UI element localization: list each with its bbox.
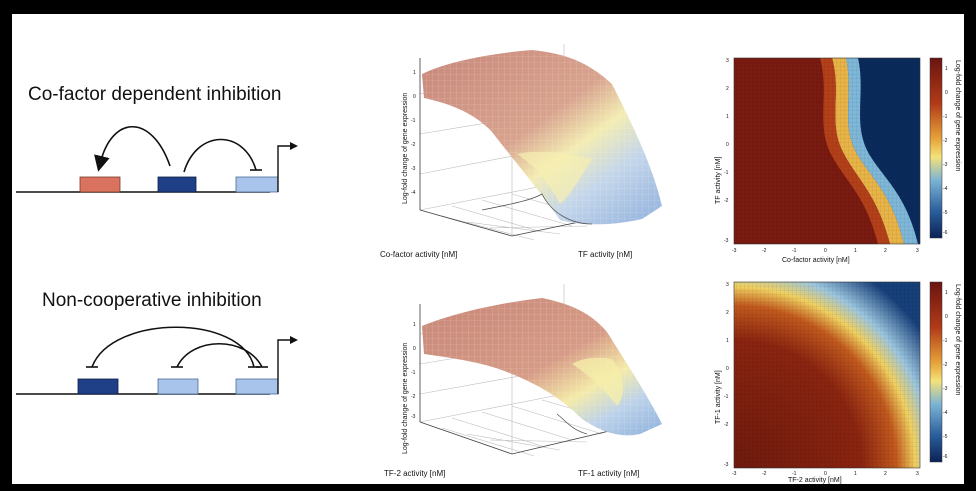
heatmap-bottom-ylabel: TF-1 activity [nM] <box>715 370 722 424</box>
inhibition-arc-inner <box>176 342 263 368</box>
surface-bottom-ylabel: TF-1 activity [nM] <box>578 469 639 478</box>
inhibition-arc <box>183 138 257 173</box>
slide: Co-factor dependent inhibition Non-coope… <box>12 14 964 484</box>
heatmap-top-ylabel: TF activity [nM] <box>715 156 722 204</box>
svg-text:-3: -3 <box>724 462 729 468</box>
svg-text:1: 1 <box>945 290 948 296</box>
svg-text:2: 2 <box>884 471 887 477</box>
promoter-arrow-icon <box>277 145 292 192</box>
svg-text:1: 1 <box>945 66 948 72</box>
svg-text:-2: -2 <box>411 142 416 148</box>
svg-text:-3: -3 <box>732 471 737 477</box>
svg-text:3: 3 <box>916 471 919 477</box>
svg-text:-1: -1 <box>411 370 416 376</box>
svg-text:-1: -1 <box>724 170 729 176</box>
svg-text:3: 3 <box>916 248 919 254</box>
tf1-gene-box <box>157 378 199 395</box>
svg-text:-2: -2 <box>943 138 948 144</box>
heatmap-top: 3 2 1 0 -1 -2 -3 -3 -2 -1 0 1 2 3 TF activity [nM] C… <box>715 57 961 264</box>
svg-text:-3: -3 <box>943 162 948 168</box>
figure-canvas: 1 0 -1 -2 -3 -4 Log-fold change of gene expre… <box>16 44 961 484</box>
heatmap-bottom: 3 2 1 0 -1 -2 -3 -3 -2 -1 0 1 2 3 TF-1 activity [nM]… <box>715 281 961 484</box>
diagram-cofactor <box>16 126 298 193</box>
surface-top-xlabel: Co-factor activity [nM] <box>380 250 457 259</box>
svg-text:-2: -2 <box>943 362 948 368</box>
surface-bottom-zlabel: Log-fold change of gene expression <box>402 343 409 454</box>
svg-text:0: 0 <box>945 314 948 320</box>
svg-text:-4: -4 <box>943 410 948 416</box>
svg-text:1: 1 <box>726 114 729 120</box>
inhibition-arc-outer <box>91 326 255 368</box>
svg-text:0: 0 <box>824 248 827 254</box>
svg-text:-4: -4 <box>943 186 948 192</box>
diagram-noncooperative <box>16 326 298 395</box>
svg-text:0: 0 <box>413 346 416 352</box>
surface-plot-bottom: 1 0 -1 -2 -3 Log-fold change of gene express… <box>384 284 662 478</box>
svg-text:-3: -3 <box>732 248 737 254</box>
svg-text:-5: -5 <box>943 210 948 216</box>
svg-text:-1: -1 <box>943 338 948 344</box>
svg-text:1: 1 <box>854 471 857 477</box>
svg-text:-2: -2 <box>762 471 767 477</box>
svg-text:0: 0 <box>945 90 948 96</box>
activation-arrow <box>94 126 171 172</box>
svg-text:-3: -3 <box>411 414 416 420</box>
heatmap-top-xlabel: Co-factor activity [nM] <box>782 257 850 264</box>
svg-text:2: 2 <box>884 248 887 254</box>
target-gene-box <box>235 176 279 193</box>
svg-text:3: 3 <box>726 58 729 64</box>
panel-title-cofactor: Co-factor dependent inhibition <box>28 84 282 105</box>
svg-text:-1: -1 <box>792 248 797 254</box>
svg-text:1: 1 <box>413 322 416 328</box>
target-gene-box-2 <box>235 378 279 395</box>
svg-text:-2: -2 <box>724 198 729 204</box>
svg-text:-1: -1 <box>943 114 948 120</box>
svg-text:0: 0 <box>726 366 729 372</box>
svg-text:-6: -6 <box>943 454 948 460</box>
svg-text:0: 0 <box>824 471 827 477</box>
svg-text:1: 1 <box>854 248 857 254</box>
svg-text:-2: -2 <box>762 248 767 254</box>
svg-text:2: 2 <box>726 86 729 92</box>
surface-top-zlabel: Log-fold change of gene expression <box>402 93 409 204</box>
svg-text:3: 3 <box>726 282 729 288</box>
svg-text:-2: -2 <box>411 394 416 400</box>
svg-text:-3: -3 <box>943 386 948 392</box>
svg-text:0: 0 <box>413 94 416 100</box>
tf-gene-box <box>157 176 197 193</box>
svg-text:-1: -1 <box>411 118 416 124</box>
colorbar-top-label: Log-fold change of gene expression <box>954 60 961 171</box>
svg-text:-3: -3 <box>411 166 416 172</box>
svg-text:2: 2 <box>726 310 729 316</box>
svg-text:0: 0 <box>726 142 729 148</box>
svg-text:-1: -1 <box>724 394 729 400</box>
surface-bottom-xlabel: TF-2 activity [nM] <box>384 469 445 478</box>
cofactor-gene-box <box>79 176 121 193</box>
colorbar-top <box>929 57 943 239</box>
svg-text:-2: -2 <box>724 422 729 428</box>
svg-text:-4: -4 <box>411 190 416 196</box>
promoter-arrow-icon-2 <box>277 339 292 394</box>
svg-text:-6: -6 <box>943 230 948 236</box>
svg-text:1: 1 <box>413 70 416 76</box>
svg-text:1: 1 <box>726 338 729 344</box>
svg-text:-5: -5 <box>943 434 948 440</box>
heatmap-bottom-xlabel: TF-2 activity [nM] <box>788 477 842 484</box>
surface-plot-top: 1 0 -1 -2 -3 -4 Log-fold change of gene expre… <box>380 44 662 259</box>
tf2-gene-box <box>77 378 119 395</box>
svg-text:-1: -1 <box>792 471 797 477</box>
panel-title-noncooperative: Non-cooperative inhibition <box>42 290 262 311</box>
colorbar-bottom-label: Log-fold change of gene expression <box>954 284 961 395</box>
surface-top-ylabel: TF activity [nM] <box>578 250 632 259</box>
colorbar-bottom <box>929 281 943 463</box>
svg-text:-3: -3 <box>724 238 729 244</box>
